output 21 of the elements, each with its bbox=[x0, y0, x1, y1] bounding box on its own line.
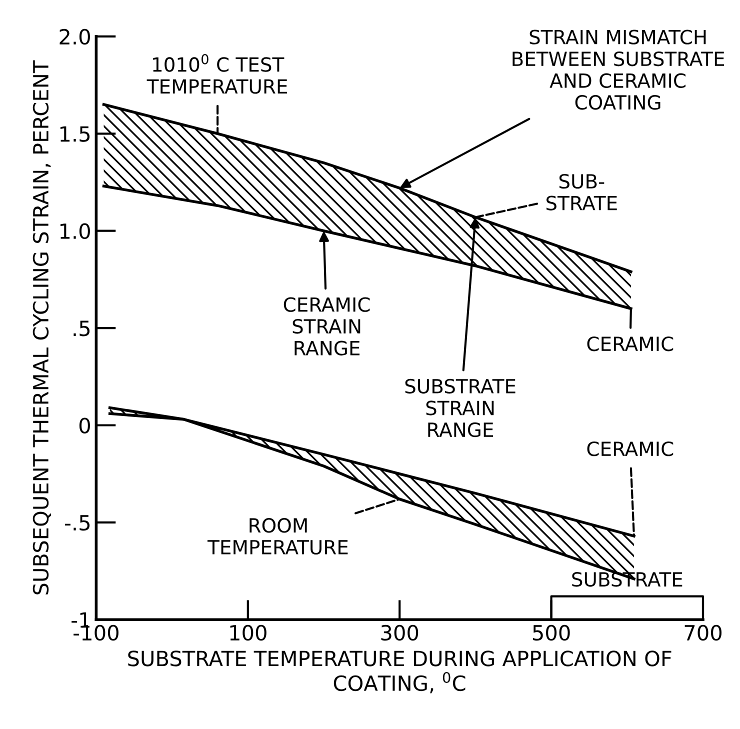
x-axis-title: SUBSTRATE TEMPERATURE DURING APPLICATION OF COATING, $^{0}$C bbox=[128, 650, 672, 694]
annotation: STRAIN MISMATCH BETWEEN SUBSTRATE AND CERAMIC COATING bbox=[512, 30, 724, 110]
y-tick-label: 0 bbox=[79, 418, 90, 434]
x-tick-label: 100 bbox=[230, 624, 266, 641]
annotation: SUBSTRATE STRAIN RANGE bbox=[405, 378, 516, 438]
annotation: 1010$^{0}$ C TEST TEMPERATURE bbox=[146, 54, 288, 94]
y-axis-title: SUBSEQUENT THERMAL CYCLING STRAIN, PERCENT bbox=[32, 60, 52, 594]
annotation: SUB- STRATE bbox=[546, 174, 617, 210]
x-tick-label: 300 bbox=[381, 624, 418, 641]
annotation: CERAMIC bbox=[587, 336, 674, 352]
x-tick-label: 700 bbox=[684, 624, 722, 641]
annotation: SUBSTRATE bbox=[572, 572, 682, 587]
y-tick-label: -.5 bbox=[64, 515, 90, 531]
annotation: CERAMIC STRAIN RANGE bbox=[284, 297, 370, 356]
y-tick-label: .5 bbox=[74, 320, 90, 336]
annotation: ROOM TEMPERATURE bbox=[207, 518, 348, 555]
y-tick-label: 1.0 bbox=[60, 223, 90, 240]
annotation: CERAMIC bbox=[587, 441, 674, 456]
y-tick-label: 1.5 bbox=[60, 126, 90, 142]
y-tick-label: 2.0 bbox=[60, 28, 90, 45]
x-tick-label: 500 bbox=[533, 624, 570, 641]
